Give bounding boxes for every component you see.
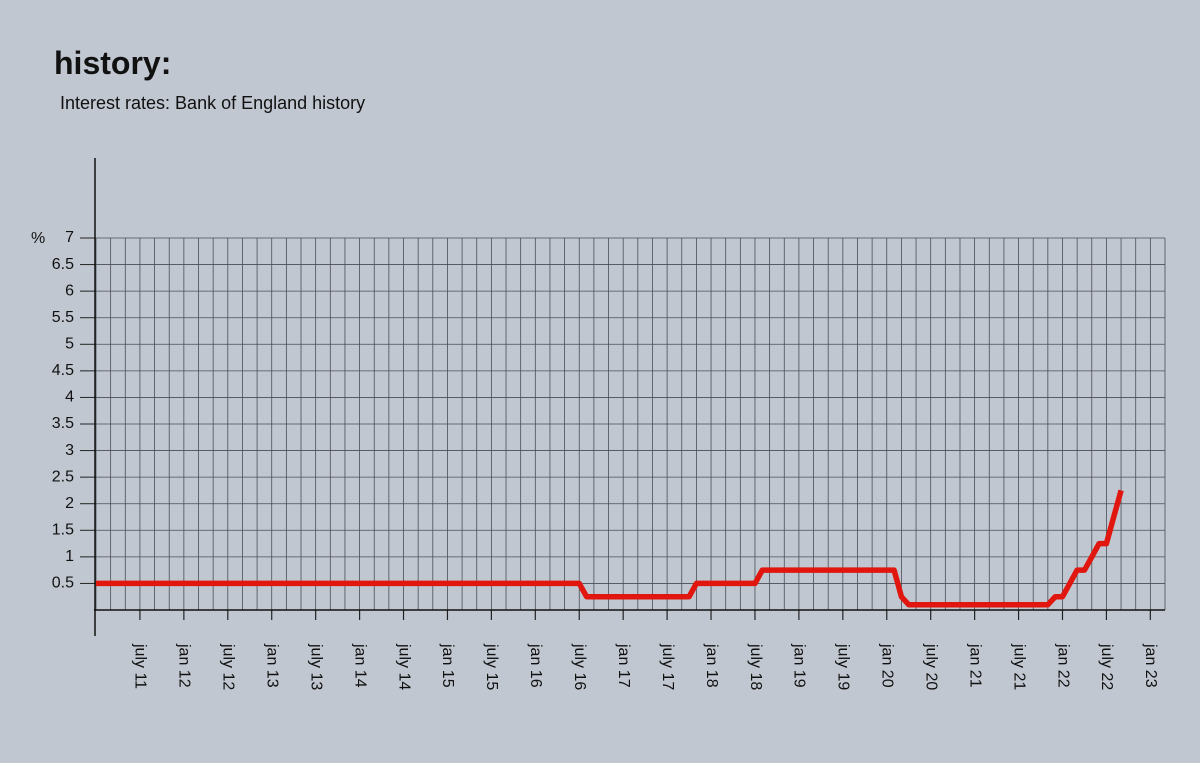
x-tick-label: july 17 <box>659 643 676 690</box>
y-unit-label: % <box>31 230 45 247</box>
y-tick-label: 2.5 <box>52 468 74 485</box>
y-tick-label: 1 <box>65 548 74 565</box>
x-tick-label: jan 19 <box>791 643 808 688</box>
data-line <box>96 489 1124 608</box>
y-tick-label: 5 <box>65 336 74 353</box>
x-tick-label: july 16 <box>571 643 588 690</box>
x-tick-label: july 11 <box>132 643 149 689</box>
y-tick-label: 3 <box>65 442 74 459</box>
x-tick-label: jan 20 <box>879 643 896 688</box>
x-tick-label: july 13 <box>307 643 324 690</box>
y-tick-label: 6.5 <box>52 256 74 273</box>
x-tick-label: july 19 <box>835 643 852 690</box>
x-tick-label: jan 12 <box>176 643 193 688</box>
x-tick-label: july 22 <box>1098 643 1115 690</box>
x-tick-label: july 15 <box>483 643 500 690</box>
x-tick-label: jan 15 <box>439 643 456 688</box>
x-tick-label: july 20 <box>922 643 939 690</box>
x-tick-label: july 12 <box>220 643 237 690</box>
y-tick-label: 4.5 <box>52 362 74 379</box>
y-tick-label: 6 <box>65 282 74 299</box>
y-tick-label: 5.5 <box>52 309 74 326</box>
y-tick-label: 2 <box>65 495 74 512</box>
y-tick-label: 7 <box>65 229 74 246</box>
x-tick-label: jan 18 <box>703 643 720 688</box>
y-tick-label: 4 <box>65 389 74 406</box>
x-tick-label: jan 23 <box>1142 643 1159 688</box>
x-tick-label: jan 14 <box>351 643 368 688</box>
x-tick-label: july 14 <box>395 643 412 690</box>
x-tick-label: july 21 <box>1010 643 1027 690</box>
x-tick-label: jan 17 <box>615 643 632 688</box>
chart-subtitle: Interest rates: Bank of England history <box>60 93 365 113</box>
x-tick-label: jan 22 <box>1054 643 1071 688</box>
y-tick-label: 0.5 <box>52 575 74 592</box>
chart-title: history: <box>54 45 171 81</box>
y-tick-label: 1.5 <box>52 522 74 539</box>
x-tick-label: july 18 <box>747 643 764 690</box>
x-tick-label: jan 16 <box>527 643 544 688</box>
x-tick-label: jan 21 <box>966 643 983 688</box>
x-tick-label: jan 13 <box>263 643 280 688</box>
y-tick-label: 3.5 <box>52 415 74 432</box>
